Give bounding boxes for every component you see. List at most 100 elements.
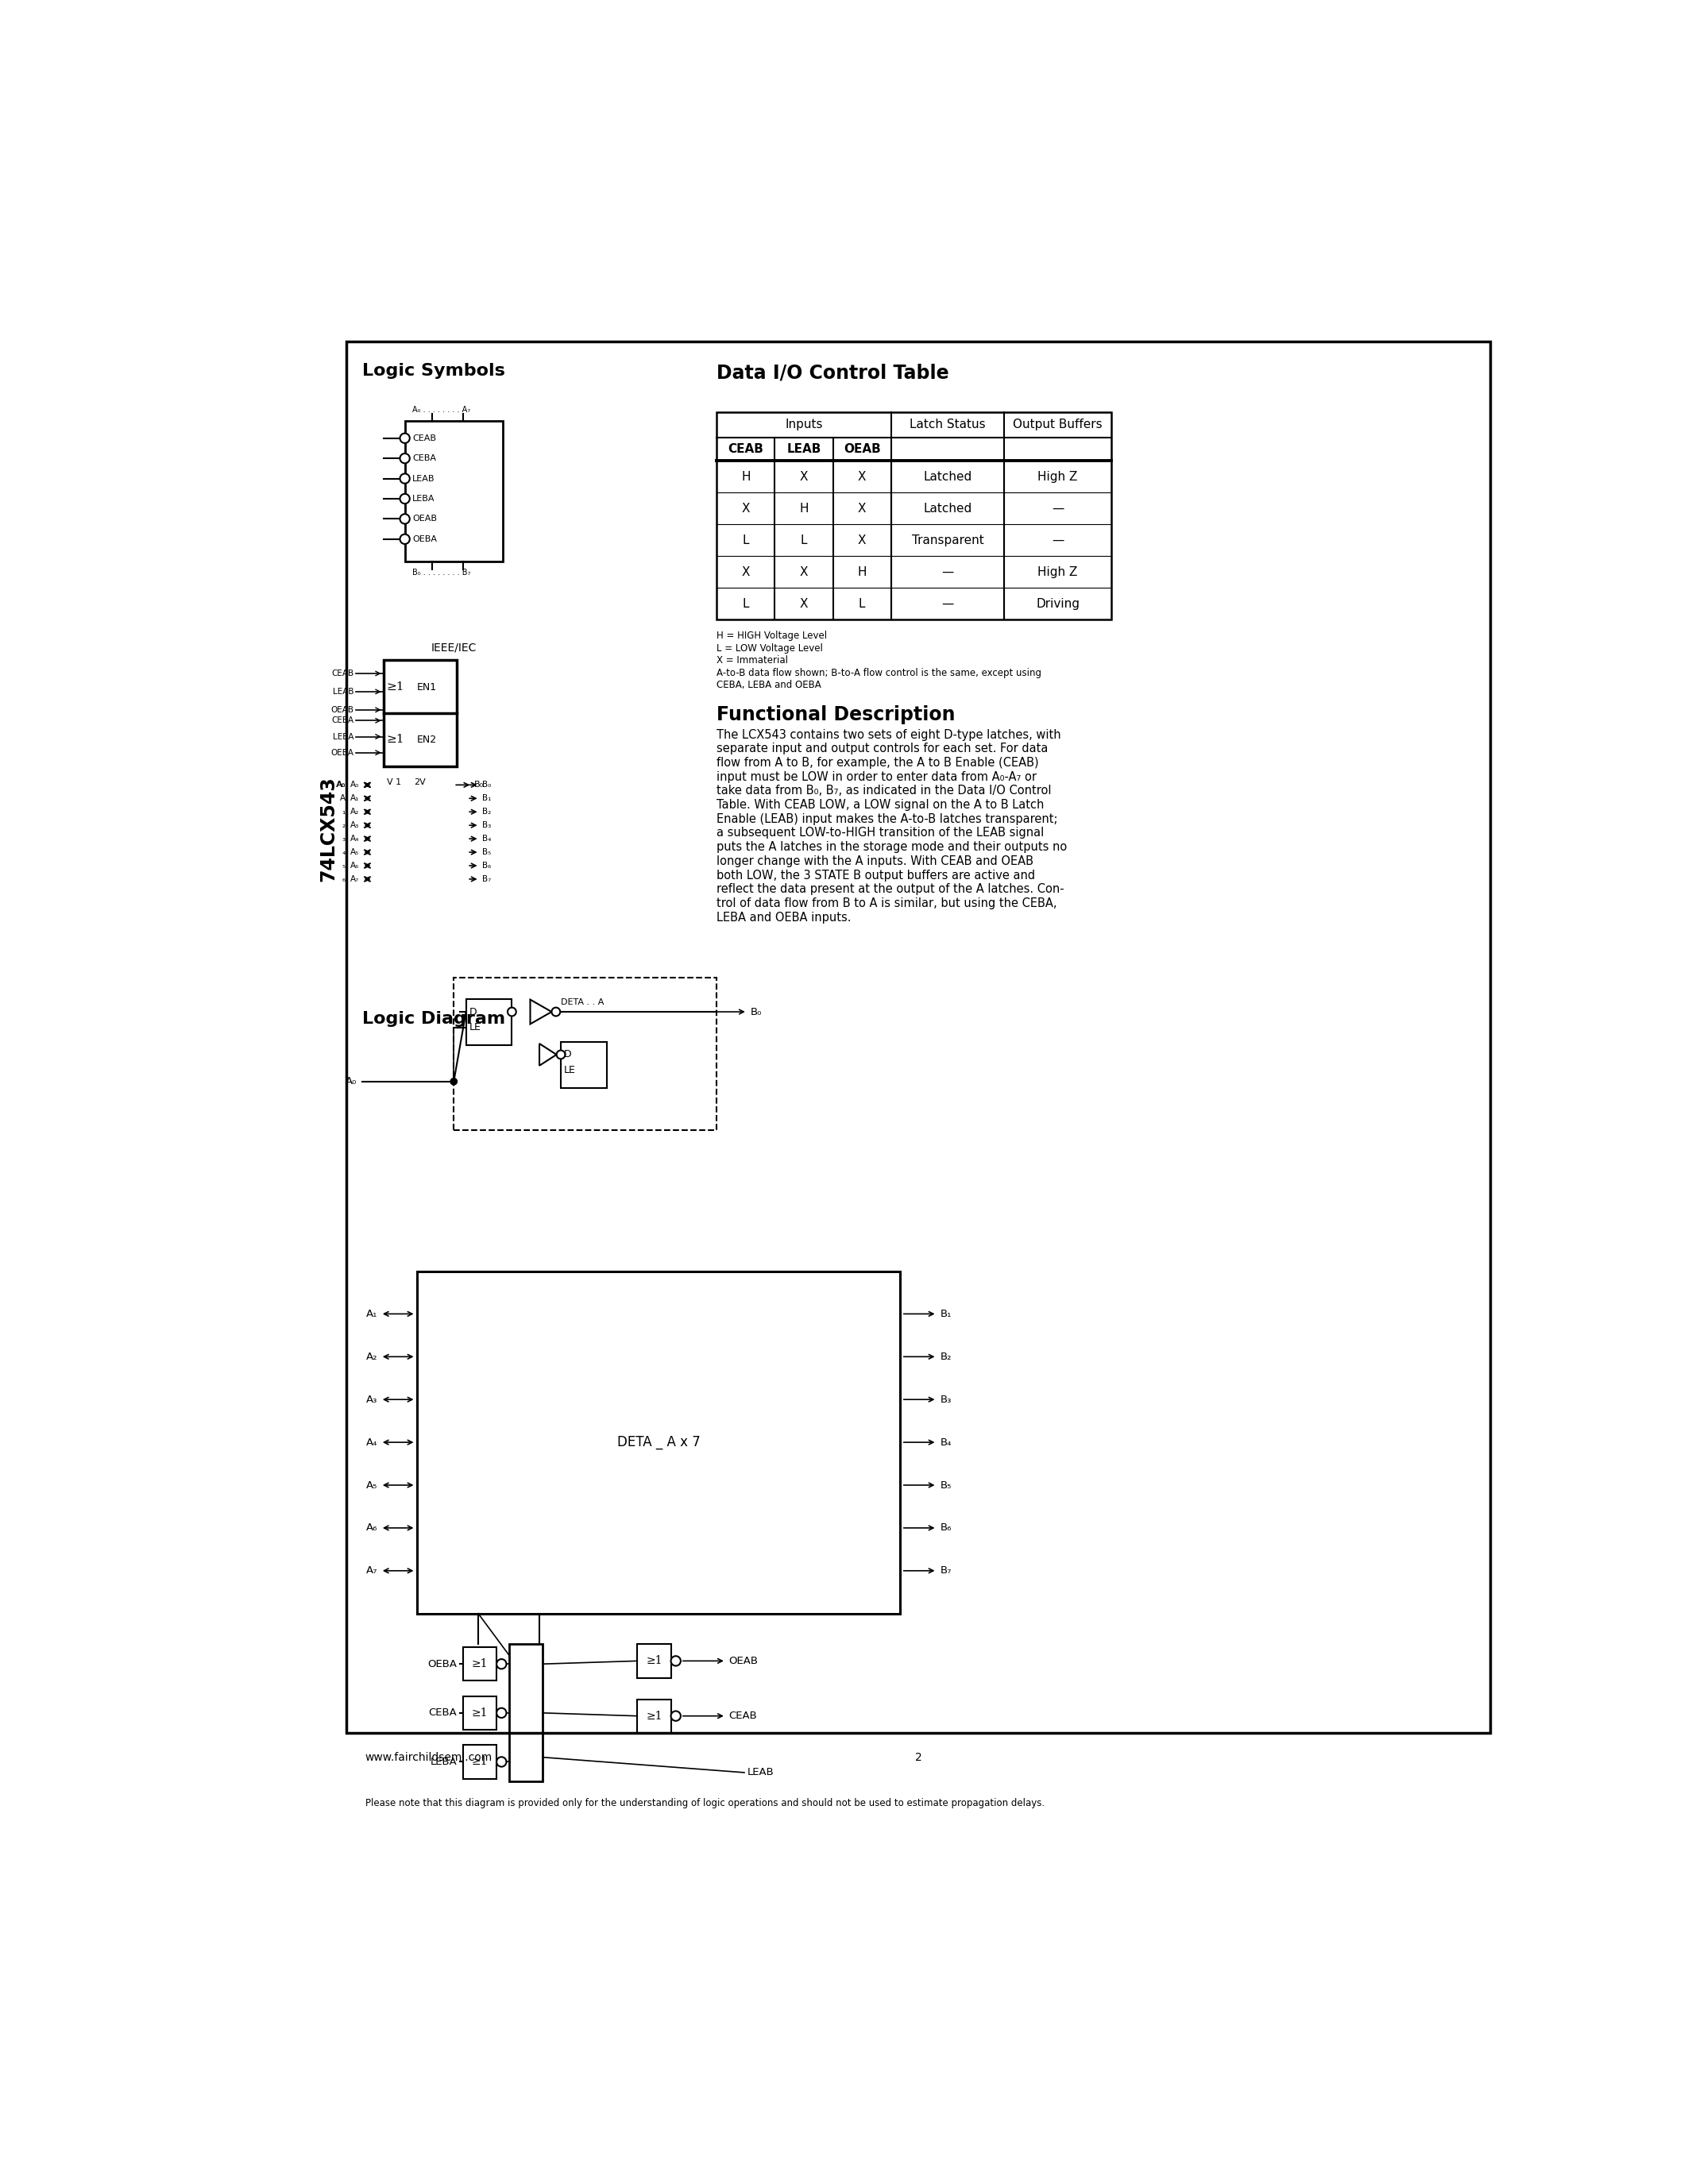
Text: L = LOW Voltage Level: L = LOW Voltage Level: [717, 642, 824, 653]
Text: L: L: [859, 598, 866, 609]
Text: OEBA: OEBA: [331, 749, 354, 756]
Text: X: X: [800, 598, 809, 609]
Text: ≥1: ≥1: [387, 734, 405, 745]
Text: A₅: A₅: [349, 847, 360, 856]
Text: LEBA: LEBA: [412, 496, 436, 502]
Text: ≥1: ≥1: [471, 1756, 488, 1767]
Circle shape: [400, 454, 410, 463]
Text: ₁: ₁: [343, 808, 346, 817]
Text: B₃: B₃: [481, 821, 491, 830]
Text: H: H: [741, 472, 751, 483]
Text: X: X: [741, 502, 749, 515]
Bar: [463, 1647, 496, 1682]
Text: A₇: A₇: [349, 876, 360, 882]
Circle shape: [400, 494, 410, 505]
Text: EN2: EN2: [417, 734, 437, 745]
Text: OEAB: OEAB: [331, 705, 354, 714]
Text: IEEE/IEC: IEEE/IEC: [430, 642, 476, 653]
Text: A₄: A₄: [349, 834, 360, 843]
Text: High Z: High Z: [1038, 566, 1077, 579]
Text: B₁: B₁: [940, 1308, 952, 1319]
Text: B₅: B₅: [481, 847, 491, 856]
Text: CEBA: CEBA: [412, 454, 436, 463]
Bar: [463, 1697, 496, 1730]
Text: A₄: A₄: [366, 1437, 378, 1448]
Text: both LOW, the 3 STATE B output buffers are active and: both LOW, the 3 STATE B output buffers a…: [717, 869, 1035, 880]
Text: A₂: A₂: [366, 1352, 378, 1363]
Text: LEAB: LEAB: [748, 1767, 775, 1778]
Text: Please note that this diagram is provided only for the understanding of logic op: Please note that this diagram is provide…: [365, 1797, 1045, 1808]
Text: ≥1: ≥1: [471, 1708, 488, 1719]
Text: ₅: ₅: [343, 863, 346, 869]
Text: 2V: 2V: [414, 778, 425, 786]
Text: OEAB: OEAB: [729, 1655, 758, 1666]
Text: ₃: ₃: [343, 834, 346, 843]
Text: Latched: Latched: [923, 472, 972, 483]
Text: LE: LE: [469, 1022, 481, 1033]
Bar: [405, 422, 503, 561]
Text: A₅: A₅: [366, 1481, 378, 1489]
Text: A₆: A₆: [366, 1522, 378, 1533]
Text: ≥1: ≥1: [647, 1655, 662, 1666]
Text: B₆: B₆: [940, 1522, 952, 1533]
Text: The LCX543 contains two sets of eight D-type latches, with: The LCX543 contains two sets of eight D-…: [717, 729, 1062, 740]
Text: X: X: [858, 472, 866, 483]
Text: A: A: [339, 795, 346, 802]
Text: B₀: B₀: [751, 1007, 761, 1018]
Bar: [638, 1699, 670, 1732]
Text: B₃: B₃: [940, 1393, 952, 1404]
Bar: [560, 1042, 606, 1088]
Text: CEAB: CEAB: [729, 1710, 758, 1721]
Text: B₀: B₀: [474, 782, 483, 788]
Text: A₇: A₇: [366, 1566, 378, 1577]
Text: LEAB: LEAB: [412, 474, 436, 483]
Circle shape: [496, 1756, 506, 1767]
Text: B₇: B₇: [940, 1566, 952, 1577]
Text: input must be LOW in order to enter data from A₀-A₇ or: input must be LOW in order to enter data…: [717, 771, 1036, 782]
Text: CEAB: CEAB: [333, 670, 354, 677]
Text: A₀: A₀: [346, 1077, 358, 1088]
Text: CEAB: CEAB: [728, 443, 763, 454]
Text: ≥1: ≥1: [387, 681, 405, 692]
Text: LEBA and OEBA inputs.: LEBA and OEBA inputs.: [717, 911, 851, 924]
Bar: [454, 978, 717, 1131]
Text: B₄: B₄: [481, 834, 491, 843]
Text: LEBA: LEBA: [333, 732, 354, 740]
Text: Logic Symbols: Logic Symbols: [361, 363, 505, 378]
Circle shape: [670, 1710, 680, 1721]
Text: D: D: [469, 1007, 476, 1018]
Text: A-to-B data flow shown; B-to-A flow control is the same, except using: A-to-B data flow shown; B-to-A flow cont…: [717, 668, 1041, 677]
Text: B₆: B₆: [481, 863, 491, 869]
Circle shape: [400, 432, 410, 443]
Text: OEBA: OEBA: [427, 1660, 457, 1669]
Text: LE: LE: [564, 1066, 576, 1075]
Text: A₀: A₀: [349, 782, 360, 788]
Text: X: X: [800, 472, 809, 483]
Text: OEBA: OEBA: [412, 535, 437, 544]
Text: ₂: ₂: [343, 821, 346, 830]
Circle shape: [400, 535, 410, 544]
Text: EN1: EN1: [417, 681, 437, 692]
Bar: [417, 1271, 900, 1614]
Bar: [508, 1645, 542, 1782]
Text: L: L: [743, 535, 749, 546]
Text: trol of data flow from B to A is similar, but using the CEBA,: trol of data flow from B to A is similar…: [717, 898, 1057, 909]
Text: B₁: B₁: [481, 795, 491, 802]
Text: Transparent: Transparent: [912, 535, 984, 546]
Text: B₀ . . . . . . . . B₇: B₀ . . . . . . . . B₇: [412, 568, 471, 577]
Text: B₅: B₅: [940, 1481, 952, 1489]
Text: L: L: [800, 535, 807, 546]
Text: A₃: A₃: [349, 821, 360, 830]
Text: take data from B₀, B₇, as indicated in the Data I/O Control: take data from B₀, B₇, as indicated in t…: [717, 784, 1052, 797]
Text: X = Immaterial: X = Immaterial: [717, 655, 788, 666]
Text: X: X: [858, 535, 866, 546]
Circle shape: [508, 1007, 517, 1016]
Text: Functional Description: Functional Description: [717, 705, 955, 725]
Text: H: H: [800, 502, 809, 515]
Text: LEAB: LEAB: [787, 443, 820, 454]
Text: CEAB: CEAB: [412, 435, 436, 441]
Text: Table. With CEAB LOW, a LOW signal on the A to B Latch: Table. With CEAB LOW, a LOW signal on th…: [717, 799, 1045, 810]
Text: A₁: A₁: [366, 1308, 378, 1319]
Text: flow from A to B, for example, the A to B Enable (CEAB): flow from A to B, for example, the A to …: [717, 758, 1040, 769]
Text: ≥1: ≥1: [647, 1710, 662, 1721]
